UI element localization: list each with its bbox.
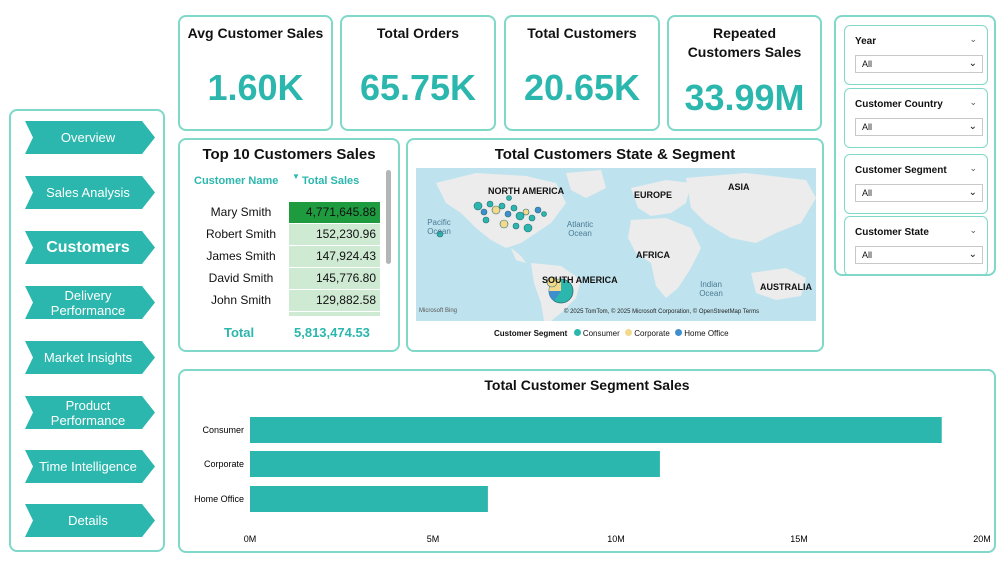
- chart-title: Total Customer Segment Sales: [484, 377, 690, 393]
- map-attribution[interactable]: © 2025 TomTom, © 2025 Microsoft Corporat…: [564, 309, 760, 315]
- filter-panel: Year ⌄ All ⌄ Customer Country ⌄ All ⌄ Cust…: [834, 15, 996, 276]
- category-label: Consumer: [202, 425, 244, 435]
- total-value: 5,813,474.53: [294, 325, 370, 340]
- kpi-avg-customer-sales: Avg Customer Sales 1.60K: [178, 15, 333, 131]
- table-row-name: James Smith: [206, 249, 276, 263]
- slicer-title: Year: [855, 36, 877, 47]
- nav-sidebar: Overview Sales Analysis Customers Delive…: [9, 109, 165, 552]
- table-row-sales: 152,230.96: [289, 224, 380, 245]
- kpi-title: Avg Customer Sales: [187, 25, 324, 41]
- bing-logo: Microsoft Bing: [419, 308, 458, 314]
- map-label: Pacific Ocean: [427, 218, 451, 236]
- table-scrollbar[interactable]: [386, 170, 391, 264]
- nav-time-intelligence-button[interactable]: Time Intelligence: [25, 450, 155, 483]
- map-label: NORTH AMERICA: [488, 186, 565, 196]
- customers-map-panel: Total Customers State & Segment: [406, 138, 824, 352]
- map-label: Indian Ocean: [699, 280, 723, 298]
- map-label: EUROPE: [634, 190, 673, 200]
- kpi-title: Total Orders: [376, 25, 460, 41]
- x-tick-label: 5M: [427, 534, 440, 544]
- legend-title: Customer Segment: [494, 329, 568, 338]
- year-slicer: Year ⌄ All ⌄: [844, 25, 988, 85]
- table-row-sales: 145,776.80: [289, 268, 380, 289]
- bar-corporate[interactable]: [250, 451, 660, 477]
- nav-market-insights-button[interactable]: Market Insights: [25, 341, 155, 374]
- table-row-partial: [289, 312, 380, 316]
- map-label: AFRICA: [636, 250, 670, 260]
- chevron-down-icon[interactable]: ⌄: [969, 225, 977, 235]
- world-map[interactable]: NORTH AMERICA EUROPE ASIA AFRICA SOUTH A…: [416, 168, 816, 321]
- table-row-name: Mary Smith: [210, 205, 272, 219]
- kpi-value: 20.65K: [523, 67, 641, 108]
- customer-country-dropdown[interactable]: All ⌄: [855, 118, 983, 136]
- slicer-title: Customer Segment: [855, 165, 947, 176]
- col-header-total-sales[interactable]: Total Sales: [302, 175, 360, 187]
- table-body: Mary Smith 4,771,645.88 Robert Smith 152…: [180, 200, 390, 316]
- map-legend: Customer Segment Consumer Corporate Home…: [494, 329, 729, 338]
- customer-country-slicer: Customer Country ⌄ All ⌄: [844, 88, 988, 148]
- sort-desc-icon[interactable]: ▼: [292, 172, 300, 181]
- table-row-sales: 4,771,645.88: [289, 202, 380, 223]
- year-dropdown[interactable]: All ⌄: [855, 55, 983, 73]
- map-label: Atlantic Ocean: [566, 220, 594, 238]
- category-label: Corporate: [204, 459, 244, 469]
- map-title: Total Customers State & Segment: [494, 146, 736, 163]
- chevron-down-icon[interactable]: ⌄: [969, 97, 977, 107]
- map-data-points: [436, 195, 574, 304]
- nav-overview-button[interactable]: Overview: [25, 121, 155, 154]
- kpi-value: 1.60K: [207, 67, 304, 108]
- legend-item-home-office[interactable]: Home Office: [672, 329, 729, 338]
- kpi-title: Repeated Customers Sales: [687, 25, 802, 60]
- bar-home-office[interactable]: [250, 486, 488, 512]
- map-label: AUSTRALIA: [760, 282, 812, 292]
- chevron-down-icon: ⌄: [968, 187, 977, 198]
- chevron-down-icon[interactable]: ⌄: [969, 163, 977, 173]
- col-header-customer-name[interactable]: Customer Name: [194, 175, 279, 187]
- nav-product-performance-button[interactable]: Product Performance: [25, 396, 155, 429]
- nav-customers-button[interactable]: Customers: [25, 231, 155, 264]
- top10-customers-table: Top 10 Customers Sales Customer Name ▼ T…: [178, 138, 400, 352]
- x-tick-label: 20M: [973, 534, 991, 544]
- table-row-name: David Smith: [208, 271, 274, 285]
- slicer-title: Customer Country: [855, 99, 943, 110]
- table-row-sales: 129,882.58: [289, 290, 380, 311]
- customer-segment-slicer: Customer Segment ⌄ All ⌄: [844, 154, 988, 214]
- kpi-value: 33.99M: [684, 77, 805, 118]
- table-row-name: Robert Smith: [205, 227, 277, 241]
- category-label: Home Office: [194, 494, 244, 504]
- x-tick-label: 0M: [244, 534, 257, 544]
- bar-consumer[interactable]: [250, 417, 942, 443]
- kpi-total-customers: Total Customers 20.65K: [504, 15, 660, 131]
- x-tick-label: 15M: [790, 534, 808, 544]
- slicer-title: Customer State: [855, 227, 929, 238]
- nav-delivery-performance-button[interactable]: Delivery Performance: [25, 286, 155, 319]
- bar-chart-svg: Consumer Corporate Home Office 0M 5M 10M 15M 20…: [194, 417, 991, 544]
- table-row-name: John Smith: [210, 293, 272, 307]
- chevron-down-icon: ⌄: [968, 58, 977, 69]
- nav-details-button[interactable]: Details: [25, 504, 155, 537]
- chevron-down-icon: ⌄: [968, 121, 977, 132]
- kpi-total-orders: Total Orders 65.75K: [340, 15, 496, 131]
- customer-state-slicer: Customer State ⌄ All ⌄: [844, 216, 988, 276]
- total-label: Total: [224, 325, 255, 340]
- kpi-title: Total Customers: [527, 25, 637, 41]
- customer-state-dropdown[interactable]: All ⌄: [855, 246, 983, 264]
- map-label: ASIA: [728, 182, 750, 192]
- kpi-repeated-customers-sales: Repeated Customers Sales 33.99M: [667, 15, 822, 131]
- chevron-down-icon[interactable]: ⌄: [969, 34, 977, 44]
- customer-segment-dropdown[interactable]: All ⌄: [855, 184, 983, 202]
- kpi-value: 65.75K: [359, 67, 477, 108]
- table-row-sales: 147,924.43: [289, 246, 380, 267]
- nav-sales-analysis-button[interactable]: Sales Analysis: [25, 176, 155, 209]
- legend-item-corporate[interactable]: Corporate: [622, 329, 672, 338]
- map-label: SOUTH AMERICA: [542, 275, 618, 285]
- legend-item-consumer[interactable]: Consumer: [570, 329, 622, 338]
- segment-sales-chart: Total Customer Segment Sales Consumer Cor…: [178, 369, 996, 553]
- chevron-down-icon: ⌄: [968, 249, 977, 260]
- table-title: Top 10 Customers Sales: [202, 146, 376, 163]
- x-tick-label: 10M: [607, 534, 625, 544]
